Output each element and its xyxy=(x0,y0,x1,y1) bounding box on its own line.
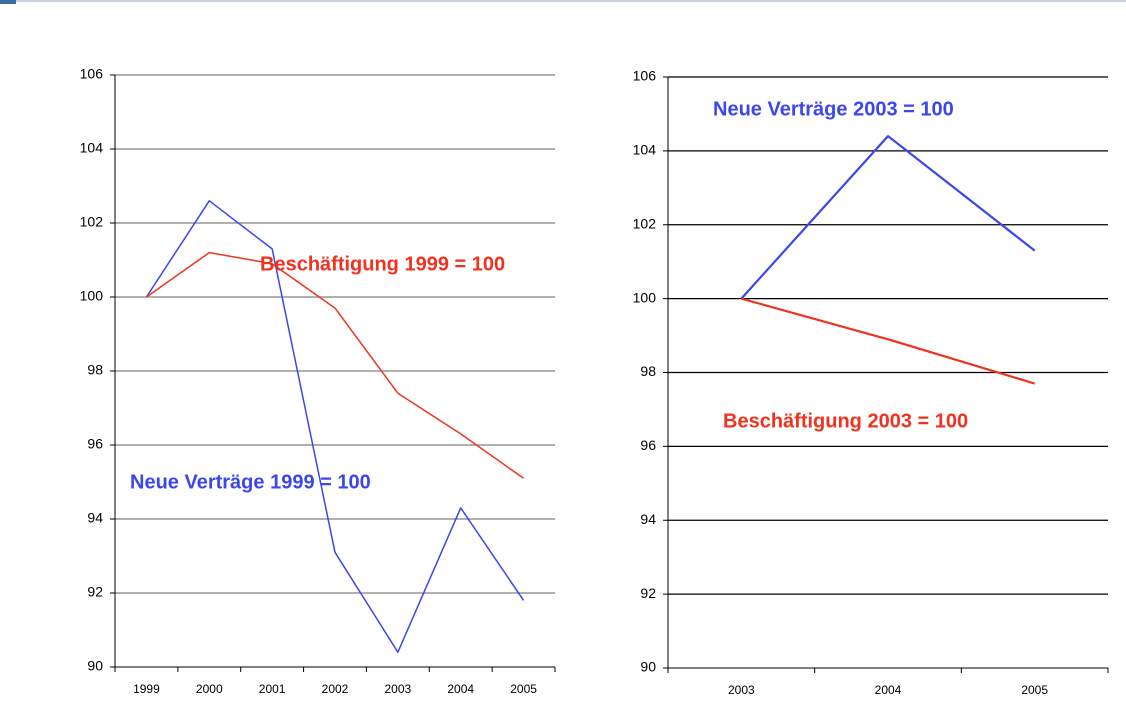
y-tick-label: 90 xyxy=(640,659,656,675)
y-tick-label: 98 xyxy=(87,362,103,378)
y-tick-label: 102 xyxy=(633,215,657,231)
x-tick-label: 2001 xyxy=(259,682,286,696)
y-tick-label: 94 xyxy=(87,510,103,526)
x-tick-label: 2003 xyxy=(385,682,412,696)
x-tick-label: 2005 xyxy=(1021,683,1048,697)
x-tick-label: 2002 xyxy=(322,682,349,696)
series-line xyxy=(145,251,525,479)
x-tick-label: 2004 xyxy=(875,683,902,697)
corner-icon xyxy=(0,0,16,4)
y-tick-label: 100 xyxy=(633,289,657,305)
x-tick-label: 2005 xyxy=(510,682,537,696)
y-tick-label: 106 xyxy=(633,68,657,84)
annotation: Neue Verträge 2003 = 100 xyxy=(713,98,954,120)
y-tick-label: 104 xyxy=(633,142,657,158)
y-tick-label: 94 xyxy=(640,511,656,527)
x-tick-label: 1999 xyxy=(133,682,160,696)
series-line xyxy=(145,200,525,653)
y-tick-label: 92 xyxy=(87,584,103,600)
y-tick-label: 104 xyxy=(80,140,104,156)
x-tick-label: 2003 xyxy=(728,683,755,697)
annotation: Beschäftigung 2003 = 100 xyxy=(723,410,968,432)
series-line xyxy=(741,297,1035,385)
y-tick-label: 100 xyxy=(80,288,104,304)
x-tick-label: 2004 xyxy=(447,682,474,696)
y-tick-label: 98 xyxy=(640,363,656,379)
y-tick-label: 106 xyxy=(80,66,104,82)
y-tick-label: 92 xyxy=(640,585,656,601)
annotation: Neue Verträge 1999 = 100 xyxy=(130,471,371,493)
y-tick-label: 90 xyxy=(87,658,103,674)
y-tick-label: 96 xyxy=(87,436,103,452)
x-tick-label: 2000 xyxy=(196,682,223,696)
annotation: Beschäftigung 1999 = 100 xyxy=(260,253,505,275)
y-tick-label: 102 xyxy=(80,214,104,230)
y-tick-label: 96 xyxy=(640,437,656,453)
series-line xyxy=(740,135,1036,300)
